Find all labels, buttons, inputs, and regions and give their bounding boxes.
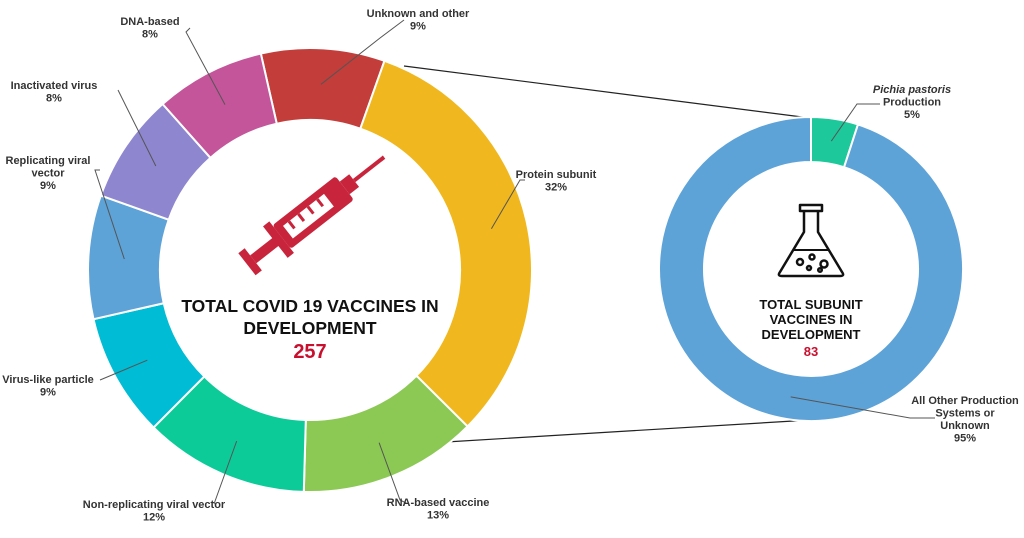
main-donut	[87, 47, 533, 493]
label-all-other-production-systems-or-unknown-line-2: Unknown	[940, 420, 990, 432]
leader-replicating-viral-vector	[94, 169, 125, 260]
syringe-icon	[238, 155, 386, 276]
label-non-replicating-viral-vector-percent: 12%	[143, 512, 165, 524]
label-dna-based-percent: 8%	[142, 29, 158, 41]
label-inactivated-virus-line-0: Inactivated virus	[11, 80, 98, 92]
leader-inactivated-virus	[117, 89, 157, 167]
sub-center-title-3: DEVELOPMENT	[762, 327, 861, 342]
leader-rna-based-vaccine	[378, 442, 407, 504]
label-unknown-and-other-line-0: Unknown and other	[367, 8, 470, 20]
label-pichia-pastoris-production-line-0: Pichia pastoris	[873, 84, 951, 96]
connector-bottom	[445, 419, 811, 443]
label-virus-like-particle-percent: 9%	[40, 387, 56, 399]
label-pichia-pastoris-production-line-1: Production	[883, 97, 941, 109]
label-rna-based-vaccine-percent: 13%	[427, 510, 449, 522]
main-center-title-1: TOTAL COVID 19 VACCINES IN	[181, 296, 438, 316]
label-pichia-pastoris-production-percent: 5%	[904, 109, 920, 121]
main-center-value: 257	[293, 341, 326, 363]
sub-center-title-1: TOTAL SUBUNIT	[759, 297, 862, 312]
slice-dna-based	[161, 52, 278, 160]
slice-all-other-production-systems-or-unknown	[658, 115, 964, 422]
connector-top	[403, 65, 811, 119]
flask-icon	[777, 203, 845, 278]
subunit-donut	[658, 115, 964, 422]
leader-dna-based	[185, 27, 226, 105]
label-protein-subunit-line-0: Protein subunit	[516, 169, 597, 181]
main-leader-lines	[94, 19, 525, 505]
leader-pichia-pastoris-production	[830, 103, 880, 142]
label-replicating-viral-vector-line-1: vector	[31, 168, 65, 180]
label-all-other-production-systems-or-unknown-line-1: Systems or	[935, 408, 995, 420]
label-inactivated-virus-percent: 8%	[46, 93, 62, 105]
leader-non-replicating-viral-vector	[213, 440, 238, 505]
sub-center-title-2: VACCINES IN	[770, 312, 853, 327]
label-virus-like-particle-line-0: Virus-like particle	[2, 374, 94, 386]
label-unknown-and-other-percent: 9%	[410, 21, 426, 33]
subunit-leader-lines	[790, 103, 935, 419]
label-replicating-viral-vector-line-0: Replicating viral	[6, 155, 91, 167]
leader-all-other-production-systems-or-unknown	[790, 396, 935, 419]
label-replicating-viral-vector-percent: 9%	[40, 180, 56, 192]
sub-center-value: 83	[804, 344, 818, 359]
leader-protein-subunit	[490, 179, 525, 230]
label-dna-based-line-0: DNA-based	[120, 16, 179, 28]
label-non-replicating-viral-vector-line-0: Non-replicating viral vector	[83, 499, 226, 511]
main-center-title-2: DEVELOPMENT	[243, 318, 377, 338]
label-protein-subunit-percent: 32%	[545, 182, 567, 194]
zoom-connector-lines	[403, 65, 811, 443]
label-all-other-production-systems-or-unknown-line-0: All Other Production	[911, 395, 1019, 407]
leader-virus-like-particle	[99, 359, 148, 381]
slice-protein-subunit	[359, 59, 533, 428]
label-all-other-production-systems-or-unknown-percent: 95%	[954, 433, 976, 445]
leader-unknown-and-other	[320, 19, 405, 85]
label-rna-based-vaccine-line-0: RNA-based vaccine	[387, 497, 490, 509]
